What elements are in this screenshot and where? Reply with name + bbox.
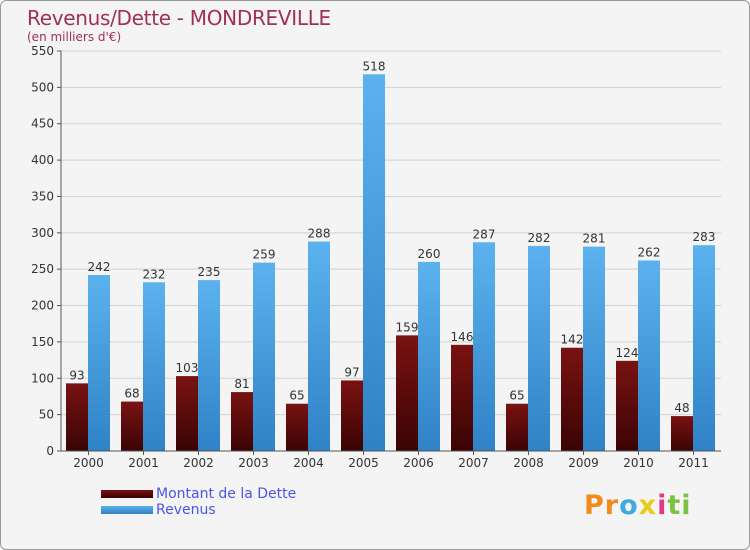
revenus-bar: [418, 261, 440, 451]
legend-label-debt: Montant de la Dette: [156, 486, 297, 502]
debt-bar: [176, 376, 198, 451]
revenus-value-label: 282: [528, 231, 551, 245]
revenus-bar: [583, 246, 605, 451]
debt-bar: [341, 380, 363, 451]
debt-value-label: 124: [616, 346, 639, 360]
debt-value-label: 142: [561, 333, 584, 347]
revenus-bar: [308, 241, 330, 451]
x-tick-label: 2010: [623, 456, 654, 470]
y-tick-label: 200: [31, 299, 54, 313]
debt-bar: [66, 383, 88, 451]
debt-bar: [286, 403, 308, 451]
debt-bar: [121, 401, 143, 451]
x-tick-label: 2002: [183, 456, 214, 470]
x-tick-label: 2003: [238, 456, 269, 470]
revenus-bar: [253, 262, 275, 451]
revenus-bar: [638, 260, 660, 451]
x-tick-label: 2011: [678, 456, 709, 470]
x-tick-label: 2009: [568, 456, 599, 470]
y-tick-label: 0: [46, 444, 54, 458]
revenus-value-label: 283: [693, 230, 716, 244]
revenus-bar: [363, 74, 385, 451]
debt-value-label: 68: [124, 387, 139, 401]
legend-swatch-revenus: [101, 506, 153, 514]
revenus-bar: [473, 242, 495, 451]
debt-bar: [451, 344, 473, 451]
debt-bar: [506, 403, 528, 451]
y-tick-label: 350: [31, 189, 54, 203]
chart-title: Revenus/Dette - MONDREVILLE: [27, 6, 331, 30]
debt-value-label: 65: [289, 389, 304, 403]
debt-value-label: 103: [176, 361, 199, 375]
y-tick-label: 450: [31, 117, 54, 131]
debt-value-label: 65: [509, 389, 524, 403]
revenus-value-label: 242: [88, 260, 111, 274]
x-tick-label: 2008: [513, 456, 544, 470]
x-tick-label: 2001: [128, 456, 159, 470]
revenus-value-label: 260: [418, 247, 441, 261]
debt-bar: [396, 335, 418, 451]
x-tick-label: 2007: [458, 456, 489, 470]
revenus-value-label: 259: [253, 248, 276, 262]
revenus-bar: [143, 282, 165, 451]
chart-subtitle: (en milliers d'€): [27, 30, 122, 44]
y-tick-label: 50: [39, 408, 54, 422]
bar-layer: 93 242 68 232 103 235 81 259 65 288 97 518 159 260 146…: [66, 59, 715, 451]
revenus-value-label: 262: [638, 245, 661, 259]
debt-value-label: 93: [69, 368, 84, 382]
y-tick-label: 500: [31, 80, 54, 94]
revenus-value-label: 287: [473, 227, 496, 241]
revenus-bar: [198, 280, 220, 451]
y-tick-label: 400: [31, 153, 54, 167]
revenus-value-label: 235: [198, 265, 221, 279]
x-tick-label: 2006: [403, 456, 434, 470]
y-tick-label: 250: [31, 262, 54, 276]
debt-value-label: 97: [344, 365, 359, 379]
axis-layer: 0 50 100 150 200 250 300 350 400 450 500 550 2000 200…: [31, 44, 721, 470]
debt-bar: [231, 392, 253, 451]
debt-bar: [671, 416, 693, 451]
y-tick-label: 550: [31, 44, 54, 58]
revenus-value-label: 232: [143, 267, 166, 281]
revenus-bar: [693, 245, 715, 451]
debt-value-label: 48: [674, 401, 689, 415]
debt-bar: [561, 347, 583, 451]
debt-value-label: 81: [234, 377, 249, 391]
x-tick-label: 2004: [293, 456, 324, 470]
debt-bar: [616, 360, 638, 451]
proxiti-logo: Proxiti: [584, 490, 692, 521]
legend-swatch-debt: [101, 490, 153, 498]
revenus-value-label: 518: [363, 59, 386, 73]
debt-value-label: 146: [451, 330, 474, 344]
revenus-bar: [88, 275, 110, 451]
y-tick-label: 150: [31, 335, 54, 349]
debt-value-label: 159: [396, 320, 419, 334]
x-tick-label: 2005: [348, 456, 379, 470]
revenus-bar: [528, 245, 550, 451]
legend-label-revenus: Revenus: [156, 502, 216, 518]
y-tick-label: 100: [31, 371, 54, 385]
revenus-value-label: 281: [583, 232, 606, 246]
revenus-value-label: 288: [308, 227, 331, 241]
x-tick-label: 2000: [73, 456, 104, 470]
y-tick-label: 300: [31, 226, 54, 240]
